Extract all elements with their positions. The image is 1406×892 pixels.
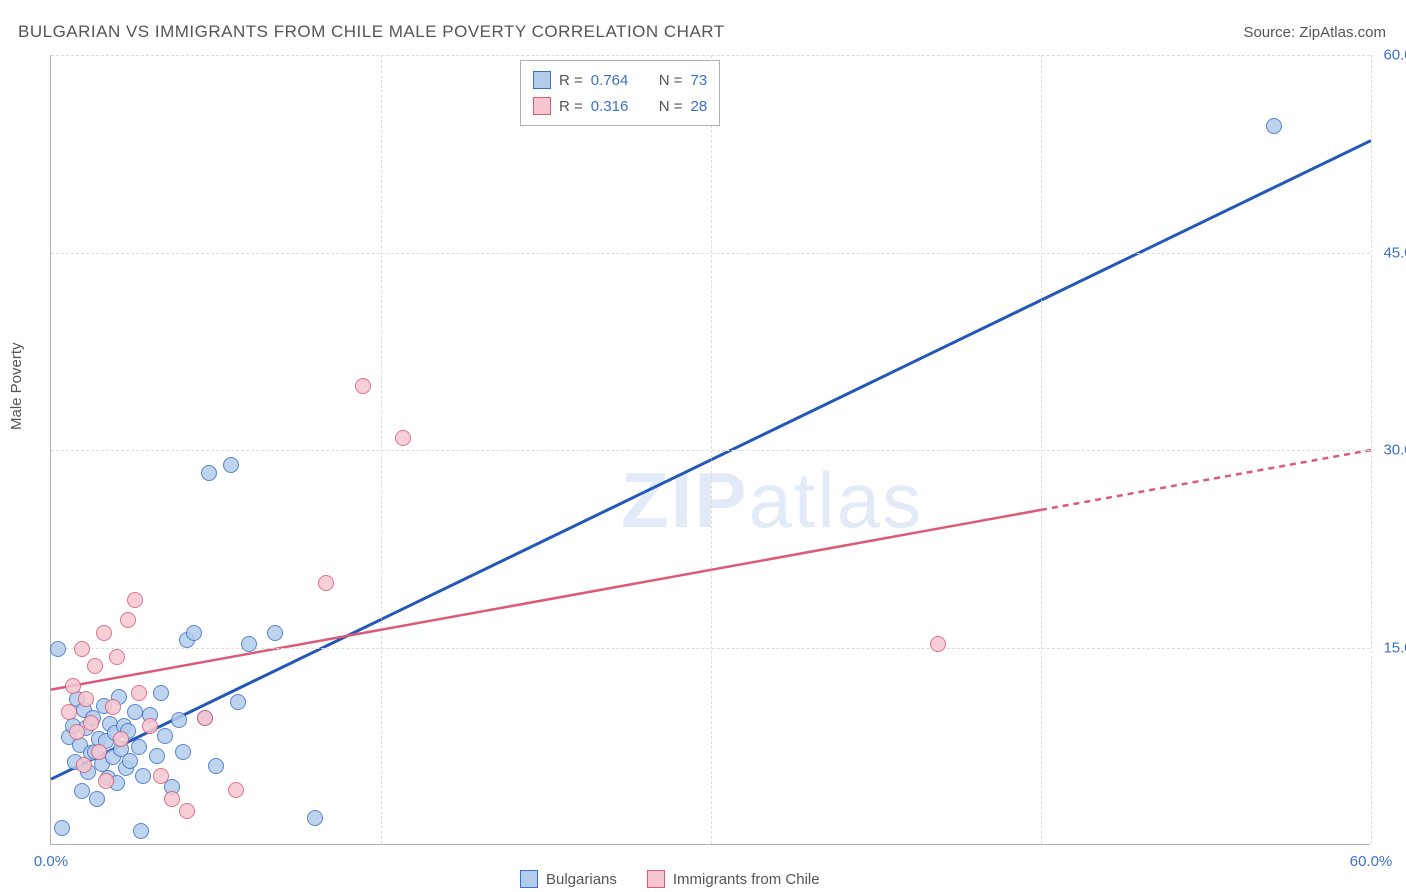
scatter-point [153, 685, 169, 701]
scatter-point [157, 728, 173, 744]
ytick-label: 60.0% [1383, 47, 1406, 64]
scatter-point [149, 748, 165, 764]
scatter-point [164, 791, 180, 807]
scatter-point [142, 718, 158, 734]
gridline-v [711, 55, 712, 844]
gridline-v [1041, 55, 1042, 844]
ytick-label: 15.0% [1383, 639, 1406, 656]
scatter-point [78, 691, 94, 707]
scatter-point [171, 712, 187, 728]
scatter-point [267, 625, 283, 641]
scatter-point [54, 820, 70, 836]
scatter-point [318, 575, 334, 591]
regression-line [51, 510, 1041, 690]
scatter-point [230, 694, 246, 710]
scatter-point [1266, 118, 1282, 134]
scatter-point [120, 612, 136, 628]
legend-swatch [520, 870, 538, 888]
n-value: 28 [691, 98, 708, 115]
legend-swatch [533, 71, 551, 89]
ytick-label: 45.0% [1383, 244, 1406, 261]
scatter-point [223, 457, 239, 473]
scatter-point [131, 685, 147, 701]
scatter-point [109, 649, 125, 665]
legend-stats-row: R = 0.764 N = 73 [533, 67, 707, 93]
scatter-point [307, 810, 323, 826]
r-label: R = [559, 72, 583, 89]
scatter-point [930, 636, 946, 652]
scatter-point [197, 710, 213, 726]
legend-stats-row: R = 0.316 N = 28 [533, 93, 707, 119]
xtick-label: 60.0% [1350, 853, 1393, 870]
scatter-point [179, 803, 195, 819]
scatter-point [105, 699, 121, 715]
legend-series-item: Immigrants from Chile [647, 870, 820, 888]
scatter-point [175, 744, 191, 760]
n-value: 73 [691, 72, 708, 89]
r-value: 0.764 [591, 72, 641, 89]
n-label: N = [659, 98, 683, 115]
y-axis-label: Male Poverty [8, 342, 25, 430]
scatter-point [228, 782, 244, 798]
scatter-point [127, 592, 143, 608]
xtick-label: 0.0% [34, 853, 68, 870]
scatter-point [133, 823, 149, 839]
legend-series-label: Immigrants from Chile [673, 871, 820, 888]
chart-title: BULGARIAN VS IMMIGRANTS FROM CHILE MALE … [18, 22, 725, 42]
legend-series-item: Bulgarians [520, 870, 617, 888]
scatter-point [186, 625, 202, 641]
scatter-point [208, 758, 224, 774]
r-label: R = [559, 98, 583, 115]
scatter-point [127, 704, 143, 720]
scatter-point [135, 768, 151, 784]
scatter-point [113, 731, 129, 747]
legend-series: Bulgarians Immigrants from Chile [520, 870, 820, 888]
scatter-point [201, 465, 217, 481]
scatter-point [395, 430, 411, 446]
scatter-point [96, 625, 112, 641]
scatter-point [83, 715, 99, 731]
scatter-point [241, 636, 257, 652]
scatter-point [61, 704, 77, 720]
scatter-point [50, 641, 66, 657]
legend-series-label: Bulgarians [546, 871, 617, 888]
scatter-point [76, 757, 92, 773]
scatter-point [122, 753, 138, 769]
regression-line-extrapolated [1041, 450, 1371, 510]
n-label: N = [659, 72, 683, 89]
r-value: 0.316 [591, 98, 641, 115]
scatter-point [131, 739, 147, 755]
legend-swatch [533, 97, 551, 115]
scatter-point [153, 768, 169, 784]
scatter-point [87, 658, 103, 674]
plot-area: ZIPatlas 15.0%30.0%45.0%60.0%0.0%60.0% [50, 55, 1370, 845]
scatter-point [89, 791, 105, 807]
gridline-v [1371, 55, 1372, 844]
scatter-point [74, 641, 90, 657]
gridline-v [381, 55, 382, 844]
scatter-point [74, 783, 90, 799]
chart-source: Source: ZipAtlas.com [1243, 24, 1386, 41]
legend-swatch [647, 870, 665, 888]
legend-stats: R = 0.764 N = 73 R = 0.316 N = 28 [520, 60, 720, 126]
scatter-point [98, 773, 114, 789]
scatter-point [355, 378, 371, 394]
scatter-point [65, 678, 81, 694]
scatter-point [91, 744, 107, 760]
ytick-label: 30.0% [1383, 442, 1406, 459]
